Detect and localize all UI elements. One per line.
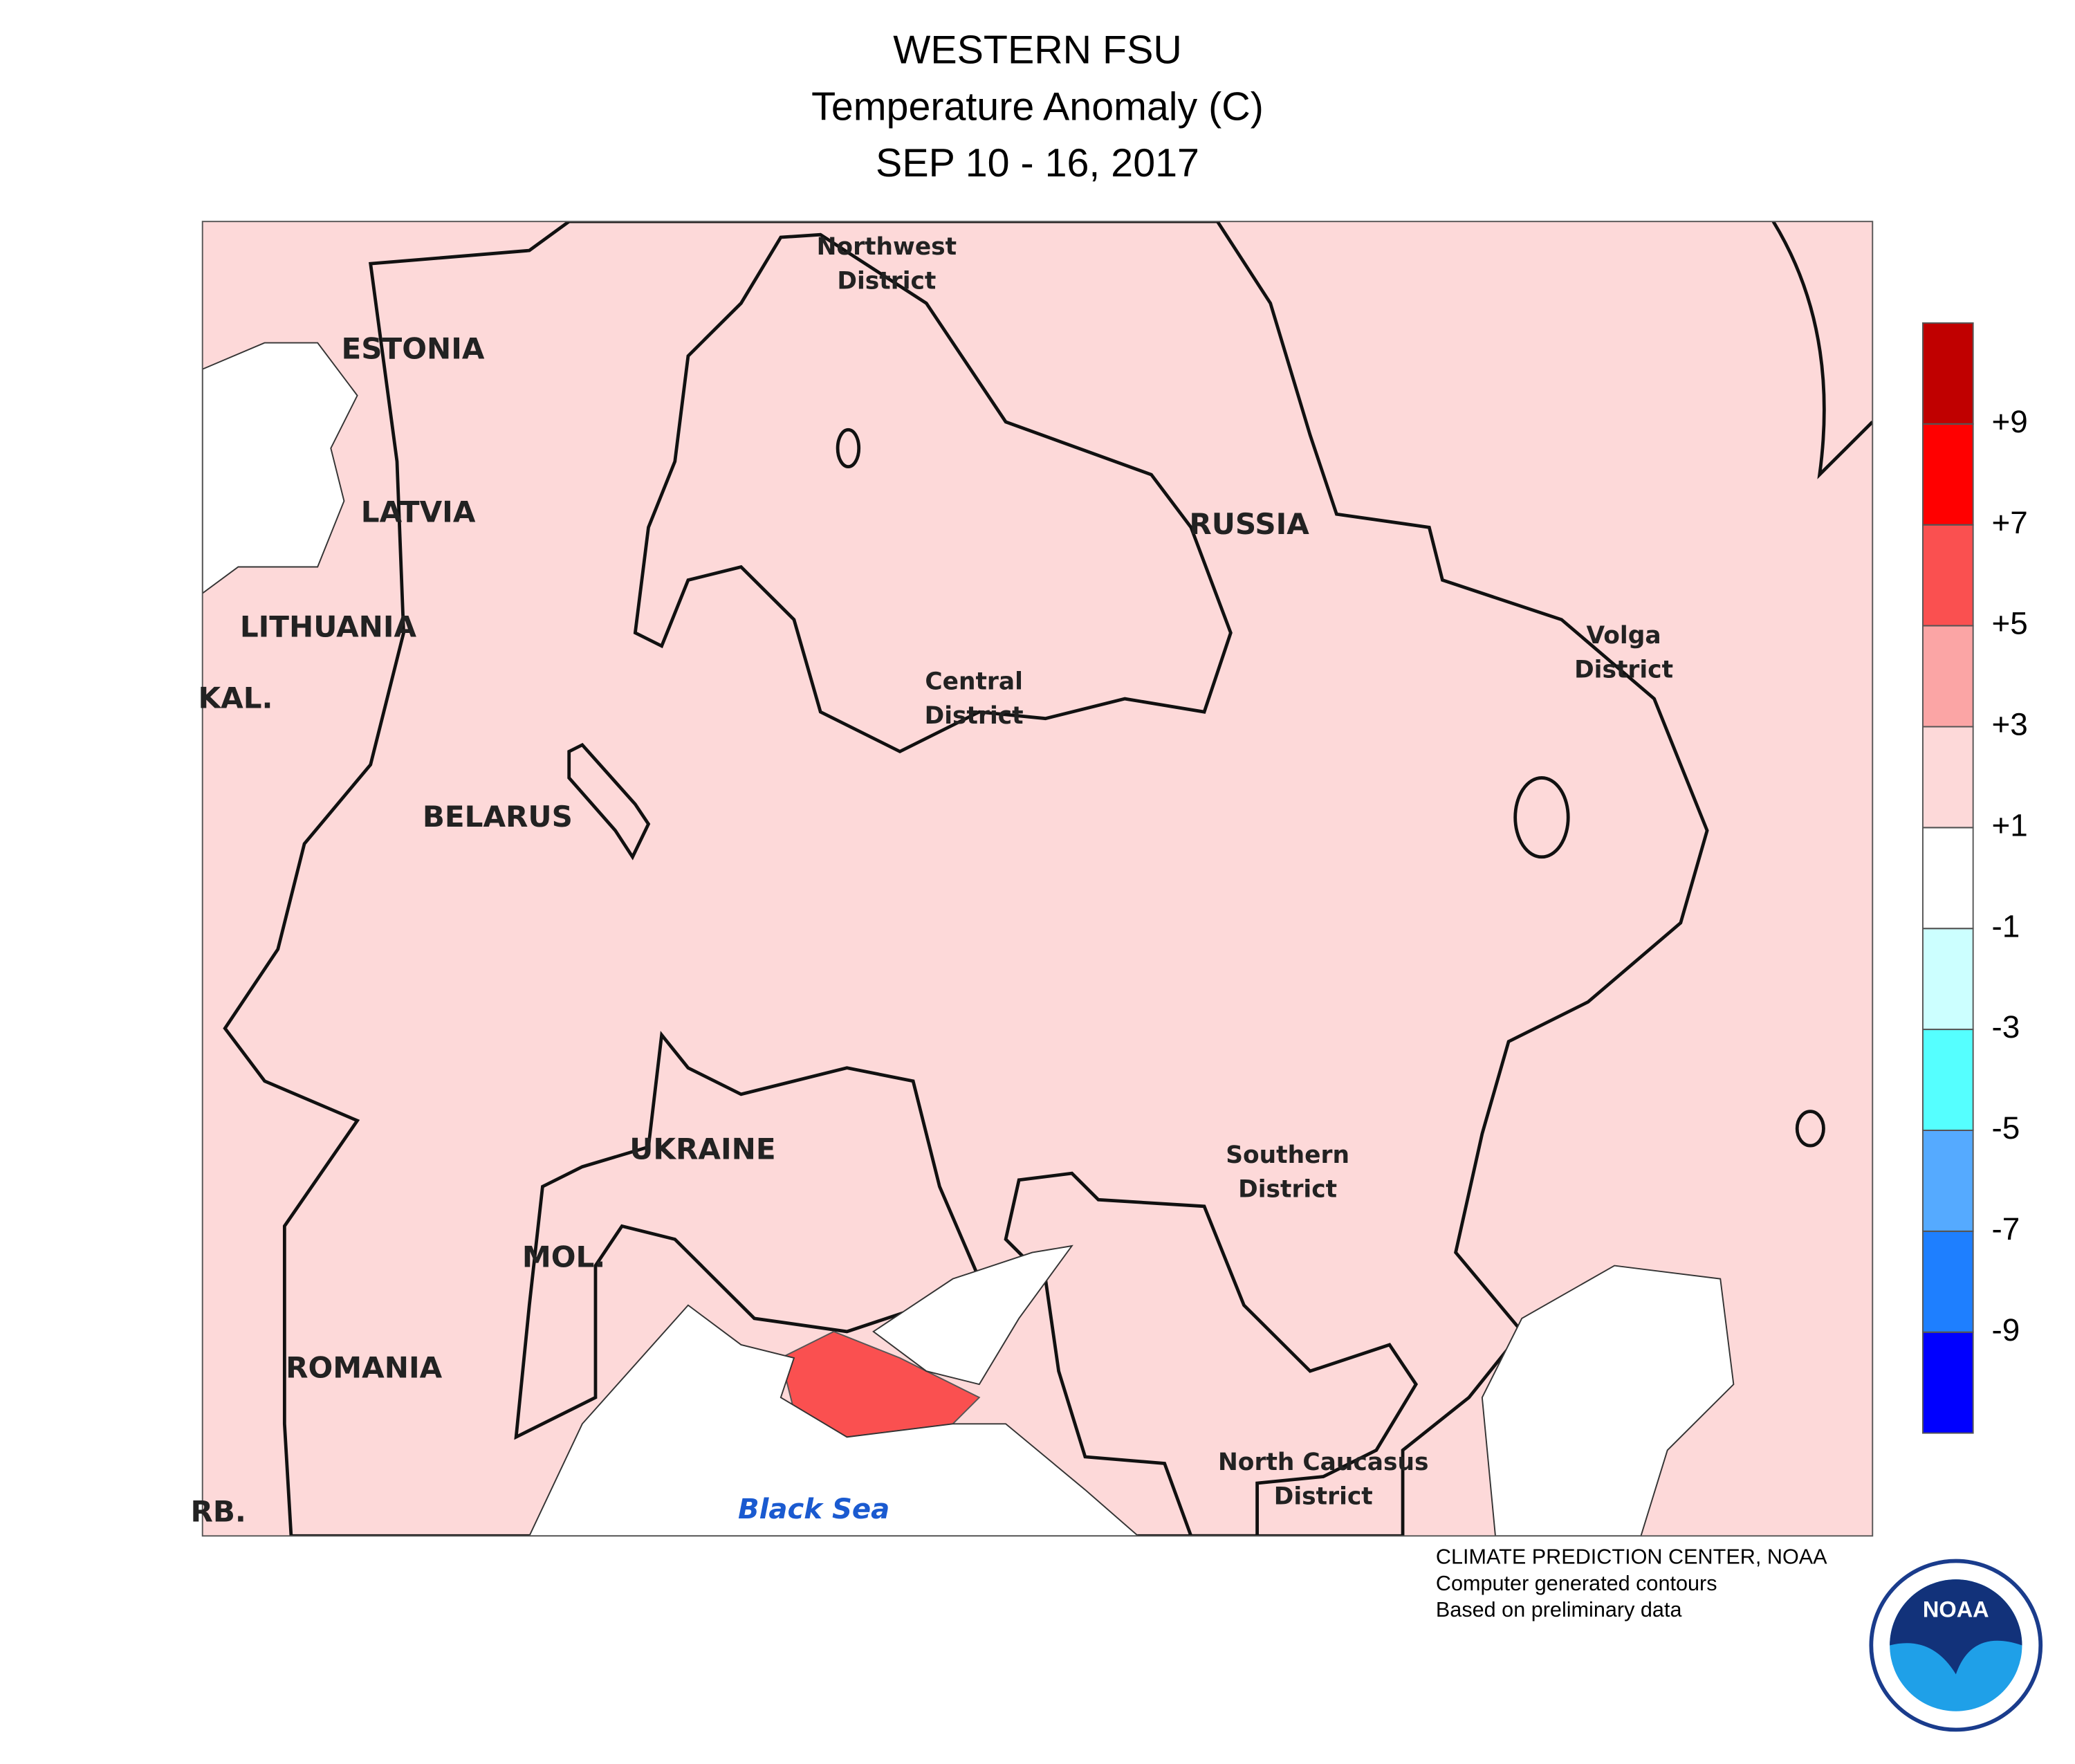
sea-label: Black Sea	[738, 1494, 889, 1525]
legend-swatch	[1922, 423, 1974, 526]
district-label: Southern	[1226, 1141, 1349, 1169]
legend-tick-label: -3	[1991, 1009, 2020, 1045]
legend-swatch	[1922, 726, 1974, 829]
contour-1-3	[1513, 776, 1570, 859]
subtitle: Temperature Anomaly (C)	[811, 84, 1264, 129]
title: WESTERN FSU	[893, 28, 1182, 72]
country-label: ESTONIA	[341, 332, 484, 366]
district-label: District	[925, 702, 1024, 730]
district-label: District	[1574, 656, 1673, 684]
district-label: Northwest	[817, 233, 957, 261]
legend-tick-label: -7	[1991, 1211, 2020, 1247]
legend-tick-label: +3	[1991, 707, 2027, 742]
district-label: North Caucasus	[1218, 1449, 1429, 1476]
legend-swatch	[1922, 827, 1974, 930]
credit: Computer generated contours	[1436, 1572, 1717, 1595]
contour-3-5	[223, 221, 1709, 1536]
country-label: ROMANIA	[286, 1351, 443, 1385]
contour-5-7	[1004, 1171, 1419, 1536]
noaa-logo: NOAA	[1869, 1559, 2043, 1732]
logo-text: NOAA	[1923, 1597, 1989, 1622]
contour-5-7	[567, 742, 651, 861]
legend-swatch	[1922, 625, 1974, 728]
contour	[1795, 1110, 1825, 1148]
district-label: District	[837, 267, 936, 295]
country-label: LATVIA	[361, 495, 476, 529]
legend-tick-label: +1	[1991, 808, 2027, 843]
country-label: MOL.	[522, 1240, 605, 1274]
sea-of-azov	[872, 1244, 1073, 1386]
country-label: BELARUS	[423, 800, 573, 834]
country-label: RUSSIA	[1189, 507, 1309, 541]
credit: CLIMATE PREDICTION CENTER, NOAA	[1436, 1545, 1827, 1569]
district-label: Central	[925, 668, 1023, 696]
contour-1-3	[836, 428, 861, 469]
district-label: District	[1274, 1483, 1373, 1511]
legend-tick-label: +5	[1991, 606, 2027, 641]
black-sea	[528, 1304, 1139, 1536]
country-label: LITHUANIA	[240, 610, 417, 644]
legend-swatch	[1922, 1130, 1974, 1232]
contour	[1771, 221, 1873, 479]
country-label: UKRAINE	[629, 1132, 775, 1166]
caspian-sea	[1481, 1265, 1735, 1536]
baltic-sea	[202, 342, 358, 594]
date: SEP 10 - 16, 2017	[876, 141, 1199, 185]
legend-tick-label: -5	[1991, 1110, 2020, 1146]
country-label: RB.	[190, 1494, 246, 1528]
contour-5-7	[514, 1031, 981, 1440]
district-label: Volga	[1587, 622, 1661, 650]
legend-tick-label: +7	[1991, 505, 2027, 540]
district-label: District	[1238, 1176, 1337, 1204]
legend-tick-label: +9	[1991, 404, 2027, 439]
legend-tick-label: -9	[1991, 1312, 2020, 1348]
credit: Based on preliminary data	[1436, 1598, 1682, 1621]
country-label: KAL.	[199, 681, 273, 715]
legend-tick-label: -1	[1991, 908, 2020, 944]
legend-swatch	[1922, 1331, 1974, 1434]
legend-swatch	[1922, 1230, 1974, 1333]
map-frame	[201, 221, 1874, 1537]
legend-swatch	[1922, 524, 1974, 627]
map	[202, 221, 1873, 1536]
legend-swatch	[1922, 928, 1974, 1031]
legend-swatch	[1922, 322, 1974, 425]
contour-5-7	[633, 232, 1233, 753]
legend-swatch	[1922, 1029, 1974, 1131]
